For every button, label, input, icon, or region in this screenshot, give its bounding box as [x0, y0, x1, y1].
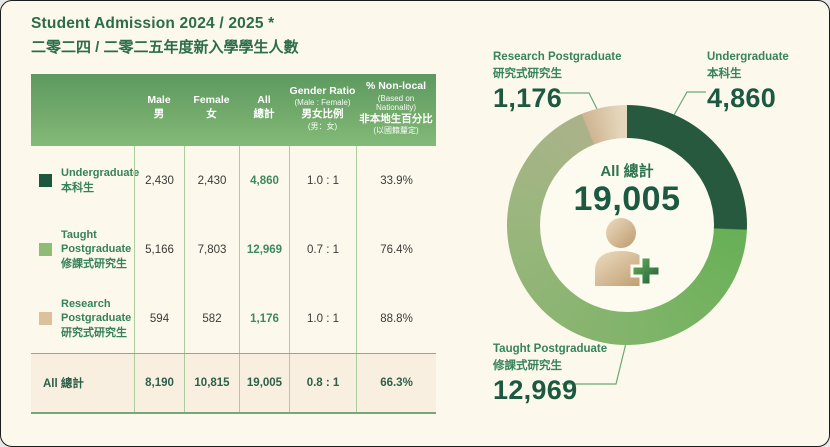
cell-ug-female: 2,430 [184, 146, 239, 215]
legend-swatch-undergraduate [39, 174, 52, 187]
header-nonlocal-sub-en: (Based on Nationality) [375, 93, 416, 113]
total-row-label: All 總計 [43, 378, 84, 390]
cell-ug-all: 4,860 [239, 146, 289, 215]
header-all-zh: 總計 [253, 108, 275, 120]
row-label-zh: 修課式研究生 [61, 257, 127, 270]
callout-undergraduate: Undergraduate 本科生 4,860 [707, 49, 789, 114]
donut-center: All 總計 19,005 [540, 138, 714, 312]
donut-center-value: 19,005 [573, 180, 681, 218]
row-label-en: Taught Postgraduate [61, 229, 132, 256]
row-label-text: Taught Postgraduate 修課式研究生 [61, 228, 134, 271]
header-male-zh: 男 [153, 108, 165, 120]
person-plus-icon [595, 218, 662, 287]
callout-ug-name-zh: 本科生 [707, 67, 742, 80]
row-label-undergraduate: Undergraduate 本科生 [31, 146, 139, 215]
callout-taught-postgraduate: Taught Postgraduate 修課式研究生 12,969 [493, 341, 607, 406]
cell-total-ratio: 0.8 : 1 [289, 354, 356, 412]
cell-tpg-female: 7,803 [184, 215, 239, 284]
admission-table: Male 男 Female 女 All 總計 Gender Ratio (Mal… [31, 74, 436, 414]
callout-tpg-value: 12,969 [493, 375, 578, 406]
callout-rpg-name-zh: 研究式研究生 [493, 67, 562, 80]
callout-ug-name-en: Undergraduate [707, 51, 789, 63]
header-nonlocal-en: % Non-local [365, 79, 427, 92]
cell-tpg-all: 12,969 [239, 215, 289, 284]
header-female-zh: 女 [206, 108, 217, 120]
row-label-zh: 本科生 [61, 181, 94, 194]
header-cell-female: Female 女 [184, 74, 239, 146]
header-male-en: Male [147, 94, 171, 107]
cell-ug-nonlocal: 33.9% [356, 146, 436, 215]
header-nonlocal-zh: 非本地生百分比 [359, 112, 433, 125]
page-subtitle: 二零二四 / 二零二五年度新入學學生人數 [31, 39, 299, 56]
row-label-en: Research Postgraduate [61, 298, 132, 325]
header-female-en: Female [193, 94, 230, 107]
cell-rpg-nonlocal: 88.8% [356, 284, 436, 353]
header-cell-male: Male 男 [134, 74, 184, 146]
callout-rpg-name-en: Research Postgraduate [493, 51, 622, 63]
cell-tpg-ratio: 0.7 : 1 [289, 215, 356, 284]
cell-total-male: 8,190 [134, 354, 184, 412]
header-cell-gender-ratio: Gender Ratio (Male : Female) 男女比例 (男：女) [289, 74, 356, 146]
row-label-zh: 研究式研究生 [61, 326, 127, 339]
cell-total-all: 19,005 [239, 354, 289, 412]
row-label-taught-postgraduate: Taught Postgraduate 修課式研究生 [31, 215, 134, 284]
cell-ug-ratio: 1.0 : 1 [289, 146, 356, 215]
donut-center-label: All 總計 [600, 163, 654, 180]
cell-rpg-male: 594 [134, 284, 184, 353]
row-label-text: Research Postgraduate 研究式研究生 [61, 297, 134, 340]
cell-tpg-nonlocal: 76.4% [356, 215, 436, 284]
callout-ug-value: 4,860 [707, 83, 777, 114]
callout-tpg-name: Taught Postgraduate 修課式研究生 [493, 341, 607, 374]
header-ratio-zh: 男女比例 [301, 108, 344, 120]
callout-research-postgraduate: Research Postgraduate 研究式研究生 1,176 [493, 49, 621, 114]
callout-rpg-name: Research Postgraduate 研究式研究生 [493, 49, 621, 82]
cell-total-nonlocal: 66.3% [356, 354, 436, 412]
legend-swatch-taught-postgraduate [39, 243, 52, 256]
table-row-research-postgraduate: Research Postgraduate 研究式研究生 594 582 1,1… [31, 284, 436, 353]
table-row-total: All 總計 8,190 10,815 19,005 0.8 : 1 66.3% [31, 353, 436, 414]
page-title: Student Admission 2024 / 2025 * [31, 15, 275, 32]
admission-donut-chart: All 總計 19,005 [507, 105, 747, 345]
cell-ug-male: 2,430 [134, 146, 184, 215]
legend-swatch-research-postgraduate [39, 312, 52, 325]
header-all-en: All [257, 94, 271, 107]
row-label-text: Undergraduate 本科生 [61, 166, 139, 195]
header-cell-nonlocal: % Non-local (Based on Nationality) 非本地生百… [356, 74, 436, 146]
header-cell-all: All 總計 [239, 74, 289, 146]
row-label-en: Undergraduate [61, 167, 140, 180]
cell-rpg-female: 582 [184, 284, 239, 353]
header-ratio-sub-en: (Male : Female) [294, 98, 351, 108]
header-cell-empty [31, 74, 134, 146]
table-row-taught-postgraduate: Taught Postgraduate 修課式研究生 5,166 7,803 1… [31, 215, 436, 284]
row-label-research-postgraduate: Research Postgraduate 研究式研究生 [31, 284, 134, 353]
callout-tpg-name-en: Taught Postgraduate [493, 343, 608, 355]
callout-ug-name: Undergraduate 本科生 [707, 49, 789, 82]
cell-rpg-ratio: 1.0 : 1 [289, 284, 356, 353]
header-ratio-en: Gender Ratio [289, 84, 356, 97]
callout-rpg-value: 1,176 [493, 83, 563, 114]
table-header-row: Male 男 Female 女 All 總計 Gender Ratio (Mal… [31, 74, 436, 146]
callout-tpg-name-zh: 修課式研究生 [493, 359, 562, 372]
cell-total-female: 10,815 [184, 354, 239, 412]
table-row-undergraduate: Undergraduate 本科生 2,430 2,430 4,860 1.0 … [31, 146, 436, 215]
cell-rpg-all: 1,176 [239, 284, 289, 353]
cell-tpg-male: 5,166 [134, 215, 184, 284]
header-nonlocal-sub-zh: (以國籍釐定) [373, 126, 419, 136]
header-ratio-sub-zh: (男：女) [307, 121, 338, 131]
